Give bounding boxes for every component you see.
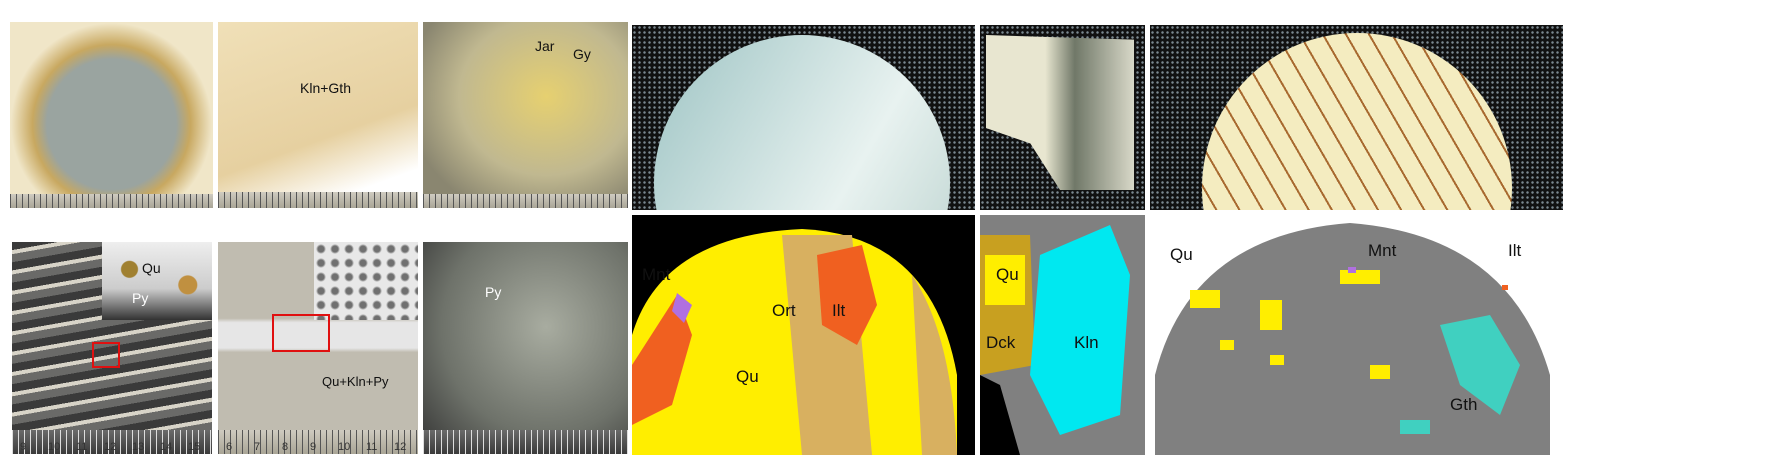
ruler-tick-label: 13 — [132, 441, 145, 453]
ruler — [218, 192, 418, 208]
ruler-tick-label: 7 — [254, 441, 261, 453]
ruler-tick-label: 11 — [76, 441, 88, 453]
ruler: 9 10 11 12 13 14 15 — [12, 430, 212, 454]
photo-pyrite-sample: Py — [423, 242, 628, 454]
inset-pyrite-closeup: Qu Py — [102, 242, 212, 320]
thin-section-2 — [980, 25, 1145, 210]
ruler-tick-label: 12 — [394, 441, 407, 453]
thin-section-3 — [1150, 25, 1563, 210]
photo-vein-sample: Qu+Kln+Py 6 7 8 9 10 11 12 — [218, 242, 418, 454]
mineral-map-3-svg — [1155, 223, 1550, 455]
ruler-tick-label: 11 — [366, 441, 378, 453]
label-gth: Gth — [1450, 395, 1478, 414]
photo-jarosite-sample: Jar Gy — [423, 22, 628, 208]
mineral-map-2: Qu Dck Kln — [980, 215, 1145, 455]
label-gy: Gy — [573, 46, 591, 62]
ruler-tick-label: 12 — [104, 441, 117, 453]
label-ilt: Ilt — [832, 301, 846, 320]
ruler-tick-label: 8 — [282, 441, 289, 453]
label-kln-gth: Kln+Gth — [300, 80, 351, 96]
ruler — [423, 194, 628, 208]
label-py: Py — [485, 284, 502, 300]
mineral-map-1-svg — [632, 229, 957, 455]
ruler-tick-label: 15 — [188, 441, 201, 453]
highlight-box — [272, 314, 330, 352]
label-mnt: Mnt — [642, 265, 671, 284]
ruler-tick-label: 9 — [20, 441, 27, 453]
label-qu: Qu — [736, 367, 759, 386]
ruler — [10, 194, 213, 208]
label-jar: Jar — [535, 38, 555, 54]
label-py: Py — [132, 290, 149, 306]
label-ort: Ort — [772, 301, 796, 320]
ruler-tick-label: 10 — [48, 441, 61, 453]
label-qu: Qu — [142, 260, 161, 276]
mineral-map-3: Qu Mnt Ilt Gth — [1150, 215, 1563, 455]
photo-breccia-sample — [10, 22, 213, 208]
ruler — [423, 430, 628, 454]
ruler-tick-label: 6 — [226, 441, 233, 453]
ruler-tick-label: 10 — [338, 441, 351, 453]
photo-banded-vein-sample: Qu Py 9 10 11 12 13 14 15 — [12, 242, 212, 454]
highlight-box — [92, 342, 120, 368]
label-kln: Kln — [1074, 333, 1099, 352]
label-qu: Qu — [1170, 245, 1193, 264]
thin-section-1 — [632, 25, 975, 210]
inset-vein-closeup — [314, 242, 418, 320]
photo-kaolinite-sample: Kln+Gth — [218, 22, 418, 208]
mineral-map-1: Mnt Ort Ilt Qu — [632, 215, 975, 455]
mineral-map-2-svg — [980, 215, 1145, 455]
label-ilt: Ilt — [1508, 241, 1522, 260]
ruler-tick-label: 9 — [310, 441, 317, 453]
ruler-tick-label: 14 — [160, 441, 173, 453]
label-mnt: Mnt — [1368, 241, 1397, 260]
label-dck: Dck — [986, 333, 1016, 352]
label-qu-kln-py: Qu+Kln+Py — [322, 374, 389, 389]
ruler: 6 7 8 9 10 11 12 — [218, 430, 418, 454]
label-qu: Qu — [996, 265, 1019, 284]
